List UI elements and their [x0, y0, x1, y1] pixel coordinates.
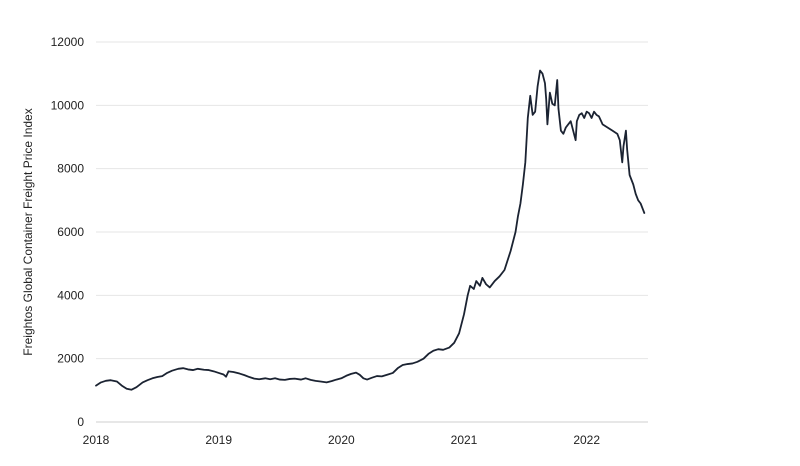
x-tick-label: 2022 [573, 433, 600, 447]
y-tick-label: 10000 [51, 98, 85, 112]
series-line-0 [95, 69, 646, 391]
x-tick-label: 2019 [205, 433, 232, 447]
y-axis-title: Freightos Global Container Freight Price… [21, 108, 35, 355]
y-tick-label: 0 [77, 415, 84, 429]
y-tick-label: 8000 [57, 162, 84, 176]
x-tick-label: 2021 [451, 433, 478, 447]
y-axis-tick-labels: 0 2000 4000 6000 8000 10000 12000 [51, 35, 85, 429]
y-tick-label: 2000 [57, 352, 84, 366]
y-tick-label: 4000 [57, 288, 84, 302]
x-axis-tick-labels: 2018 2019 2020 2021 2022 [83, 433, 601, 447]
x-tick-label: 2018 [83, 433, 110, 447]
gridlines [96, 41, 648, 423]
y-tick-label: 12000 [51, 35, 85, 49]
series-layer [95, 69, 646, 391]
x-tick-label: 2020 [328, 433, 355, 447]
y-tick-label: 6000 [57, 225, 84, 239]
